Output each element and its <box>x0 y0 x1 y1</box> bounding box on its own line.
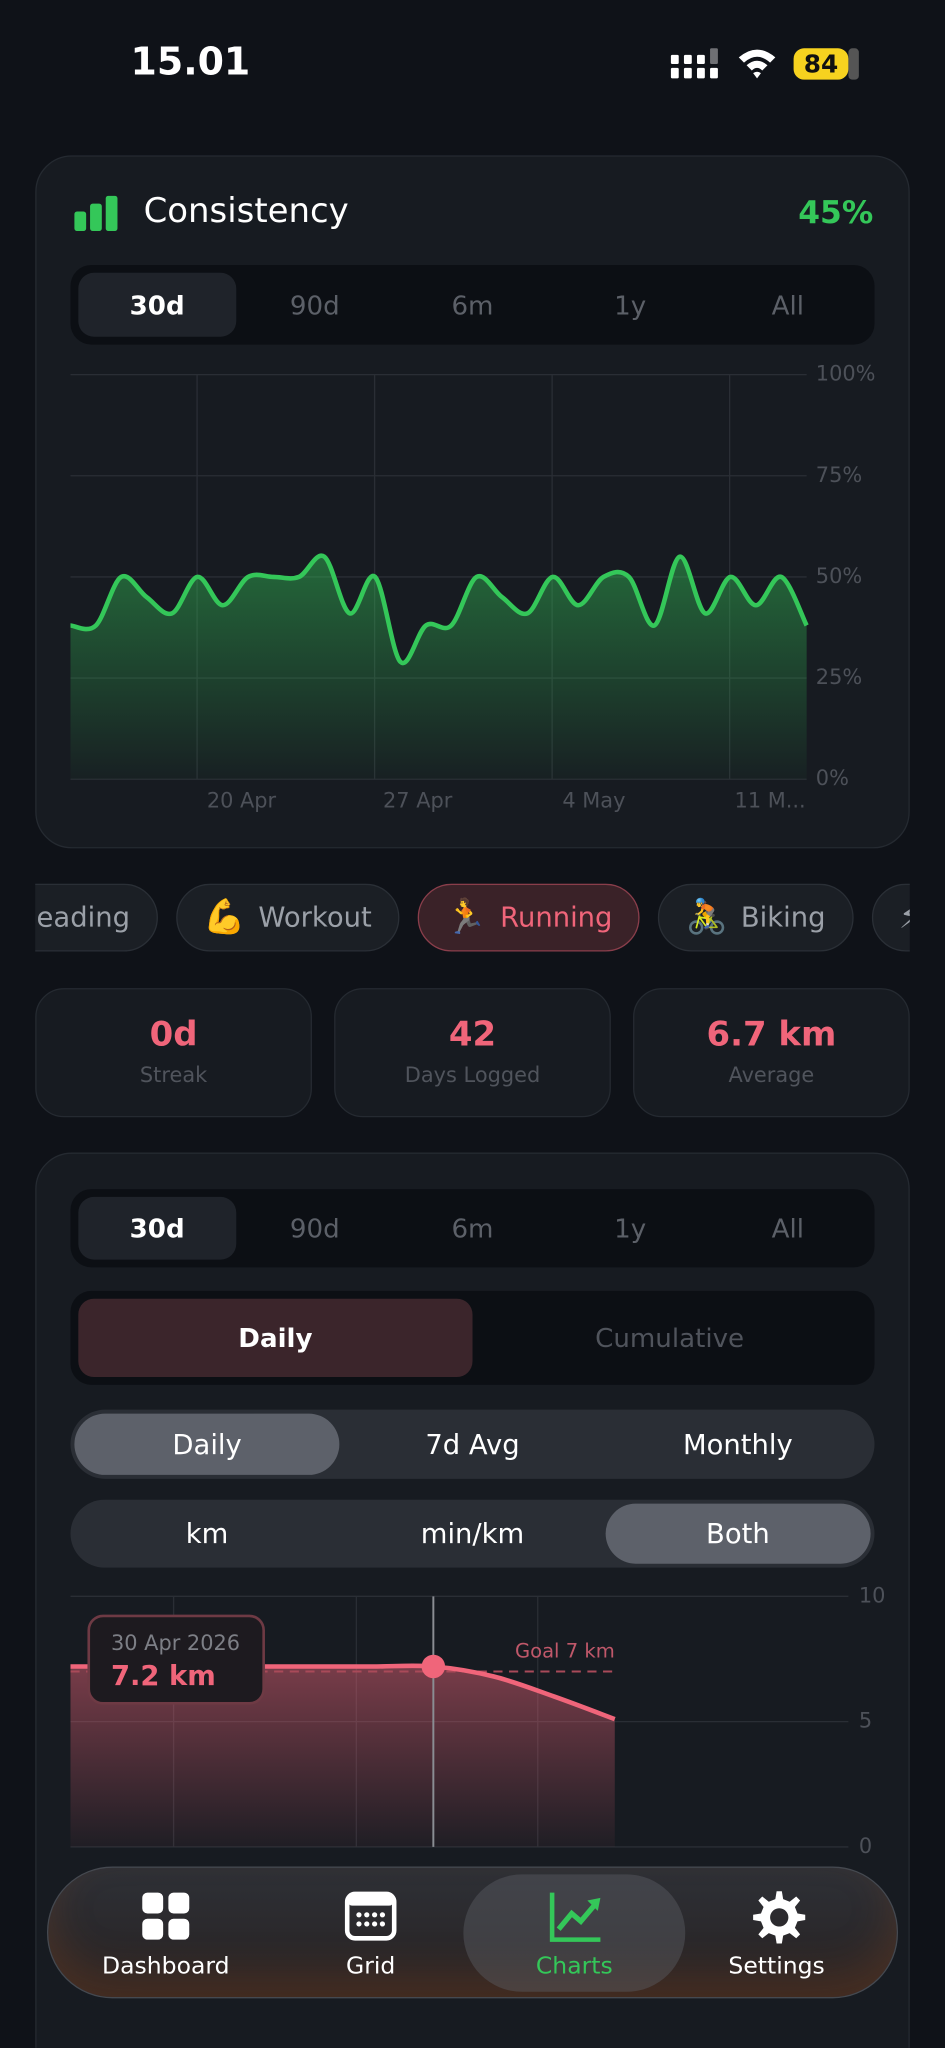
segment-option[interactable]: km <box>185 1518 229 1550</box>
goal-label: Goal 7 km <box>515 1639 615 1662</box>
segment-option[interactable]: 30d <box>78 272 236 337</box>
x-tick-label: 4 May <box>562 788 625 812</box>
stat-card: 42 Days Logged <box>334 988 611 1118</box>
range-selector: 30d 90d 6m 1y All <box>70 264 875 345</box>
segment-option[interactable]: 90d <box>289 1212 340 1244</box>
activity-icon: ⚡ <box>899 898 910 937</box>
tooltip-date: 30 Apr 2026 <box>110 1630 241 1656</box>
segment-option[interactable]: 1y <box>614 1212 647 1244</box>
x-tick-label: 11 M... <box>735 788 806 812</box>
segment-option[interactable]: All <box>771 1212 805 1244</box>
activity-icon: 🏃 <box>444 898 488 938</box>
segment-option[interactable]: 1y <box>614 289 647 321</box>
segment-option[interactable]: min/km <box>420 1518 525 1550</box>
activity-chip[interactable]: 🏃 Running <box>417 883 640 952</box>
x-tick-label: 27 Apr <box>383 788 453 812</box>
unit-selector: km min/km Both <box>70 1499 875 1568</box>
segment-option[interactable]: 90d <box>289 289 340 321</box>
tab-item[interactable]: Dashboard <box>55 1874 277 1991</box>
y-tick-label: 100% <box>816 362 876 386</box>
activity-chip[interactable]: 🚴 Biking <box>658 883 853 952</box>
segment-option[interactable]: All <box>771 289 805 321</box>
activity-label: Workout <box>258 901 372 934</box>
activity-chip[interactable]: 💪 Workout <box>175 883 400 952</box>
tab-item[interactable]: Grid <box>260 1874 482 1991</box>
segment-option[interactable]: 30d <box>78 1196 236 1260</box>
activity-row: eading 💪 Workout 🏃 Running 🚴 Biking ⚡ <box>35 883 910 954</box>
activity-chip[interactable]: eading <box>35 883 158 952</box>
segment-option[interactable]: Cumulative <box>595 1322 745 1354</box>
tab-label: Charts <box>535 1952 613 1980</box>
stat-label: Streak <box>139 1062 208 1088</box>
y-tick-label: 25% <box>816 665 862 689</box>
tab-icon <box>142 1891 190 1939</box>
stat-value: 0d <box>149 1015 198 1055</box>
tab-icon <box>549 1891 601 1942</box>
tab-label: Dashboard <box>102 1952 230 1980</box>
tooltip: 30 Apr 2026 7.2 km <box>87 1614 265 1705</box>
line <box>70 553 809 666</box>
y-tick-label: 0 <box>859 1834 872 1858</box>
activity-label: Running <box>500 901 613 934</box>
stat-label: Average <box>728 1062 815 1088</box>
consistency-percent: 45% <box>798 194 874 232</box>
stat-card: 6.7 km Average <box>633 988 910 1118</box>
tab-label: Grid <box>346 1952 396 1980</box>
bars-icon <box>74 195 118 232</box>
tooltip-value: 7.2 km <box>110 1660 216 1692</box>
segment-option[interactable]: 7d Avg <box>425 1428 520 1460</box>
tab-item[interactable]: Charts <box>463 1874 686 1992</box>
y-tick-label: 0% <box>816 766 849 790</box>
segment-option[interactable]: Daily <box>74 1413 340 1475</box>
y-tick-label: 5 <box>859 1709 872 1733</box>
x-tick-label: 20 Apr <box>207 788 277 812</box>
activity-label: eading <box>36 901 130 934</box>
segment-option[interactable]: Both <box>605 1503 871 1564</box>
range-selector: 30d 90d 6m 1y All <box>70 1189 875 1268</box>
stat-card: 0d Streak <box>35 988 312 1118</box>
stat-value: 42 <box>448 1015 497 1055</box>
area <box>70 1665 615 1847</box>
battery-level: 84 <box>804 49 839 78</box>
segment-option[interactable]: Monthly <box>682 1428 793 1460</box>
y-tick-label: 10 <box>859 1583 886 1607</box>
card-title: Consistency <box>143 191 349 232</box>
status-time: 15.01 <box>130 39 251 84</box>
segment-option[interactable]: Daily <box>78 1298 473 1378</box>
tab-icon <box>344 1890 397 1940</box>
segment-option[interactable]: 6m <box>451 1212 494 1244</box>
activity-icon: 💪 <box>203 898 246 938</box>
tab-item[interactable]: Settings <box>666 1874 888 1991</box>
tab-label: Settings <box>728 1952 825 1980</box>
tab-icon <box>753 1890 806 1943</box>
status-icons: 84 <box>670 48 859 80</box>
segment-option[interactable]: 6m <box>451 289 494 321</box>
mode-selector: Daily Cumulative <box>70 1290 875 1385</box>
activity-label: Biking <box>740 901 826 934</box>
area <box>70 555 807 780</box>
stat-value: 6.7 km <box>706 1015 837 1055</box>
activity-icon: 🚴 <box>685 898 728 938</box>
y-tick-label: 75% <box>816 463 862 487</box>
smoothing-selector: Daily 7d Avg Monthly <box>70 1409 875 1479</box>
y-tick-label: 50% <box>816 564 862 588</box>
highlight-point <box>421 1654 446 1679</box>
stat-label: Days Logged <box>404 1062 541 1088</box>
